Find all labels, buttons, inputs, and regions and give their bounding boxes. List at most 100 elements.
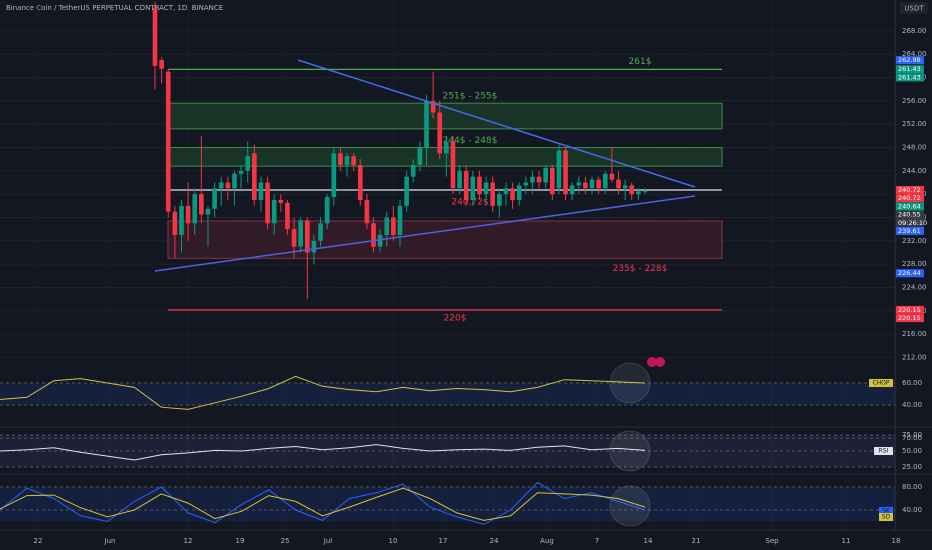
candle-body bbox=[377, 234, 383, 247]
candle-body bbox=[384, 217, 390, 235]
candle-body bbox=[404, 176, 409, 206]
candle-body bbox=[232, 173, 237, 189]
time-tick-label: Jul bbox=[323, 537, 333, 545]
indicator-tick-label: 75.00 bbox=[902, 431, 922, 439]
candle-body bbox=[450, 141, 456, 189]
price-tag bbox=[896, 269, 924, 278]
candle-body bbox=[351, 156, 356, 166]
price-tag bbox=[896, 314, 924, 323]
event-icon[interactable] bbox=[647, 357, 657, 367]
candle-body bbox=[165, 71, 171, 212]
price-tag bbox=[896, 194, 924, 203]
indicator-tick-label: 60.00 bbox=[902, 379, 922, 387]
candle-body bbox=[192, 194, 198, 224]
price-tag-label: 262.98 bbox=[898, 56, 921, 64]
triangle-lower bbox=[154, 195, 696, 272]
candle-body bbox=[311, 240, 317, 253]
indicator-tick-label: 40.00 bbox=[902, 506, 922, 514]
candle-body bbox=[391, 217, 396, 235]
candle-body bbox=[344, 156, 350, 166]
level-label: 261$ bbox=[629, 57, 652, 67]
candle-body bbox=[179, 205, 184, 235]
candle-body bbox=[357, 165, 363, 200]
price-tag-label: 220.15 bbox=[898, 306, 921, 314]
candle-body bbox=[602, 173, 608, 189]
candle-body bbox=[477, 176, 482, 195]
candle-body bbox=[622, 185, 628, 189]
price-tick-label: 256.00 bbox=[902, 97, 927, 105]
candle-body bbox=[543, 167, 548, 183]
candle-body bbox=[516, 185, 522, 200]
price-tag-label: 240.55 bbox=[898, 211, 921, 219]
candle-body bbox=[271, 199, 277, 224]
indicator-name: CHOP bbox=[872, 380, 889, 387]
candle-body bbox=[304, 220, 310, 253]
countdown: 09:26:10 bbox=[898, 219, 927, 227]
candle-body bbox=[212, 188, 217, 209]
time-tick-label: 12 bbox=[184, 537, 193, 545]
level-label: 240,72$ bbox=[451, 197, 488, 207]
indicator-name: SD bbox=[882, 514, 891, 521]
candle-body bbox=[457, 170, 462, 189]
price-tick-label: 240.00 bbox=[902, 190, 927, 198]
candle-body bbox=[556, 150, 562, 189]
zone bbox=[167, 220, 723, 259]
candle-body bbox=[285, 202, 290, 230]
candle-body bbox=[291, 229, 297, 247]
time-tick-label: 14 bbox=[644, 537, 653, 545]
candle-body bbox=[589, 179, 595, 189]
candle-body bbox=[530, 176, 535, 183]
time-tick-label: 24 bbox=[490, 537, 499, 545]
highlight-circle bbox=[609, 485, 651, 527]
candle-body bbox=[417, 147, 423, 166]
candle-body bbox=[278, 199, 284, 203]
price-tick-label: 224.00 bbox=[902, 283, 927, 291]
candle-body bbox=[410, 165, 416, 177]
indicator-band bbox=[0, 382, 895, 405]
level-label: 220$ bbox=[444, 313, 467, 323]
price-tick-label: 232.00 bbox=[902, 237, 927, 245]
candle-body bbox=[258, 182, 264, 200]
price-tag-label: 261.43 bbox=[898, 65, 921, 73]
indicator-tick-label: 70.00 bbox=[902, 434, 922, 442]
candle-body bbox=[636, 191, 641, 195]
candle-body bbox=[576, 182, 582, 186]
candle-body bbox=[629, 185, 635, 195]
candle-body bbox=[437, 112, 443, 154]
price-tag bbox=[896, 185, 924, 194]
highlight-circle bbox=[609, 430, 651, 472]
price-tag bbox=[896, 305, 924, 314]
price-tag-label: 226.44 bbox=[898, 269, 921, 277]
price-tag-label: 240.64 bbox=[898, 202, 921, 210]
zone-label: 235$ - 228$ bbox=[613, 264, 668, 274]
time-tick-label: 11 bbox=[842, 537, 851, 545]
candle-body bbox=[490, 182, 496, 206]
price-tick-label: 264.00 bbox=[902, 50, 927, 58]
candle-body bbox=[470, 176, 476, 200]
candle-body bbox=[430, 100, 436, 113]
time-tick-label: 25 bbox=[281, 537, 290, 545]
candle-body bbox=[172, 211, 178, 235]
price-tag-label: 240.72 bbox=[898, 186, 921, 194]
currency-box[interactable] bbox=[900, 2, 928, 14]
indicator-tick-label: 40.00 bbox=[902, 401, 922, 409]
candle-body bbox=[569, 185, 575, 195]
price-tag-label: 240.72 bbox=[898, 194, 921, 202]
candle-body bbox=[218, 182, 224, 189]
indicator-band bbox=[0, 487, 895, 522]
event-icon[interactable] bbox=[655, 357, 665, 367]
candle-body bbox=[265, 182, 270, 224]
time-tick-label: 10 bbox=[389, 537, 398, 545]
candle-body bbox=[152, 7, 158, 66]
indicator-tag bbox=[879, 507, 893, 515]
currency[interactable]: USDT bbox=[904, 5, 924, 13]
price-tick-label: 228.00 bbox=[902, 260, 927, 268]
indicator-line bbox=[0, 375, 646, 410]
indicator-tick-label: 80.00 bbox=[902, 483, 922, 491]
price-tick-label: 268.00 bbox=[902, 27, 927, 35]
candle-body bbox=[497, 194, 502, 206]
candle-body bbox=[616, 179, 621, 189]
price-tag-label: 239.61 bbox=[898, 227, 921, 235]
